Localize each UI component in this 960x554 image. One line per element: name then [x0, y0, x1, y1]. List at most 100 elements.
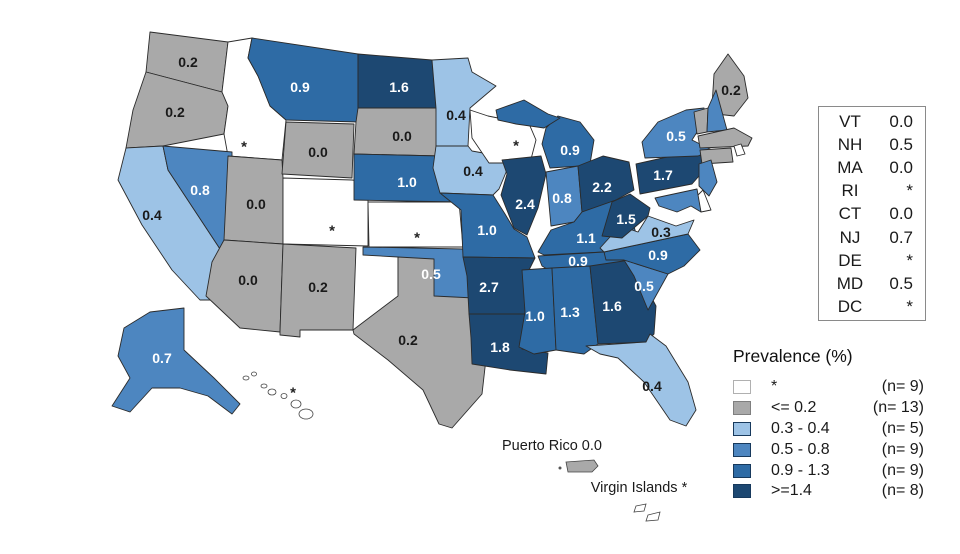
state-label-AZ: 0.0	[238, 272, 258, 288]
state-label-MT: 0.9	[290, 79, 310, 95]
state-MA	[697, 127, 753, 149]
state-MO	[439, 192, 536, 259]
state-label-SD: 0.0	[392, 128, 412, 144]
territory-label-virgin-islands: Virgin Islands *	[591, 480, 688, 496]
state-label-AK: 0.7	[152, 350, 172, 366]
state-label-OH: 2.2	[592, 179, 612, 195]
panel-row-MA: MA 0.0	[819, 156, 925, 179]
panel-row-VT: VT 0.0	[819, 110, 925, 133]
state-label-KS: *	[414, 230, 420, 247]
legend-swatch-c58	[733, 442, 751, 457]
legend-row-2: 0.3 - 0.4 (n= 5)	[724, 419, 926, 440]
legend-swatch-c14	[733, 484, 751, 499]
legend-n-count: (n= 9)	[881, 461, 924, 479]
state-label-WY: 0.0	[308, 144, 328, 160]
panel-row-DC: DC *	[819, 296, 925, 319]
state-label-MO: 1.0	[477, 222, 497, 238]
state-NC	[603, 233, 701, 275]
state-label-OK: 0.5	[421, 266, 441, 282]
panel-state-code: CT	[838, 204, 862, 224]
legend-title: Prevalence (%)	[733, 346, 853, 366]
state-MD	[654, 188, 702, 213]
panel-state-code: MA	[837, 157, 863, 177]
state-label-KY: 1.1	[576, 230, 596, 246]
legend-bin-label: <= 0.2	[771, 399, 817, 417]
state-IL	[500, 155, 547, 236]
legend-row-3: 0.5 - 0.8 (n= 9)	[724, 439, 926, 460]
state-label-PA: 1.7	[653, 167, 673, 183]
state-label-LA: 1.8	[490, 339, 510, 355]
state-label-TX: 0.2	[398, 332, 418, 348]
legend-n-count: (n= 9)	[881, 378, 924, 396]
territories-layer: Puerto Rico 0.0 Virgin Islands *	[502, 438, 688, 522]
panel-state-value: 0.0	[889, 204, 913, 224]
northeast-states-rows: VT 0.0 NH 0.5 MA 0.0 RI * CT 0.0 NJ 0.7 DE * MD 0.5 DC *	[819, 110, 925, 319]
panel-state-value: 0.5	[889, 134, 913, 154]
panel-state-code: VT	[839, 111, 861, 131]
legend-row-0: * (n= 9)	[724, 377, 926, 398]
panel-state-value: 0.5	[889, 273, 913, 293]
state-label-ME: 0.2	[721, 82, 741, 98]
state-label-FL: 0.4	[642, 378, 662, 394]
legend-swatch-low	[733, 401, 751, 416]
state-label-NM: 0.2	[308, 279, 328, 295]
panel-state-code: DC	[837, 297, 863, 317]
state-MN	[431, 57, 497, 147]
state-label-MN: 0.4	[446, 107, 466, 123]
state-label-NE: 1.0	[397, 174, 417, 190]
panel-state-value: 0.0	[889, 157, 913, 177]
state-AK	[111, 307, 241, 415]
state-MI-upper-peninsula	[495, 99, 561, 129]
panel-row-MD: MD 0.5	[819, 272, 925, 295]
legend-row-4: 0.9 - 1.3 (n= 9)	[724, 460, 926, 481]
state-label-NY: 0.5	[666, 128, 686, 144]
state-label-GA: 1.6	[602, 298, 622, 314]
state-HI-island-2	[260, 383, 268, 389]
state-label-MI: 0.9	[560, 142, 580, 158]
legend-swatch-c913	[733, 463, 751, 478]
state-label-UT: 0.0	[246, 196, 266, 212]
legend-bin-label: 0.5 - 0.8	[771, 440, 830, 458]
panel-state-value: *	[906, 297, 913, 317]
panel-row-NJ: NJ 0.7	[819, 226, 925, 249]
map-labels-layer: 0.2 0.2 0.4 * 0.8 0.0 0.0 0.9 0.0 * 0.2 1.6 0.0 1.0 * 0…	[142, 54, 741, 402]
panel-row-CT: CT 0.0	[819, 203, 925, 226]
state-WV	[601, 193, 651, 239]
state-label-AR: 2.7	[479, 279, 499, 295]
state-label-IN: 0.8	[552, 190, 572, 206]
panel-row-NH: NH 0.5	[819, 133, 925, 156]
panel-state-code: DE	[838, 250, 862, 270]
state-label-NV: 0.8	[190, 182, 210, 198]
legend-rows: * (n= 9) <= 0.2 (n= 13) 0.3 - 0.4 (n= 5) 0.5 -…	[724, 377, 926, 502]
state-label-IL: 2.4	[515, 196, 535, 212]
state-NM	[279, 243, 357, 338]
legend-n-count: (n= 8)	[881, 482, 924, 500]
legend: Prevalence (%) * (n= 9) <= 0.2 (n= 13) 0.3 -…	[724, 346, 926, 502]
panel-state-code: RI	[841, 181, 859, 201]
state-CT	[699, 147, 734, 165]
legend-swatch-c34	[733, 421, 751, 436]
panel-state-value: *	[906, 250, 913, 270]
panel-row-DE: DE *	[819, 249, 925, 272]
state-label-WV: 1.5	[616, 211, 636, 227]
state-label-HI: *	[290, 385, 296, 402]
state-label-TN: 0.9	[568, 253, 588, 269]
territory-puerto-rico-islet	[558, 466, 562, 470]
panel-state-code: NH	[837, 134, 863, 154]
legend-bin-label: >=1.4	[771, 482, 812, 500]
territory-label-puerto-rico: Puerto Rico 0.0	[502, 438, 602, 454]
state-HI-island-3	[267, 388, 277, 396]
legend-bin-label: 0.9 - 1.3	[771, 461, 830, 479]
state-NJ	[698, 159, 718, 197]
state-label-OR: 0.2	[165, 104, 185, 120]
state-label-MS: 1.0	[525, 308, 545, 324]
state-HI-island-1	[251, 371, 257, 377]
states-layer	[111, 31, 753, 429]
legend-row-5: >=1.4 (n= 8)	[724, 481, 926, 502]
state-label-WA: 0.2	[178, 54, 198, 70]
state-VT	[693, 107, 709, 135]
legend-swatch-star	[733, 380, 751, 395]
state-TX	[352, 256, 488, 429]
state-FL	[585, 333, 697, 427]
state-HI-island-4	[280, 393, 288, 399]
